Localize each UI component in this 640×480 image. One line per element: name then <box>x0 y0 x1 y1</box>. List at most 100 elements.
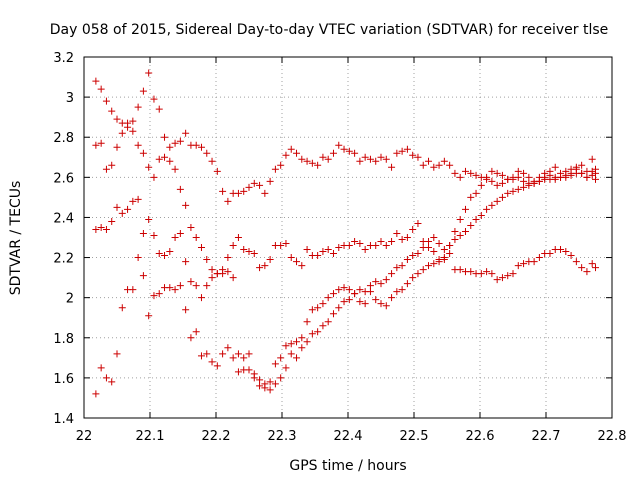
data-point-plus-marker <box>319 153 327 161</box>
data-point-plus-marker <box>287 145 295 153</box>
data-point-plus-marker <box>108 107 116 115</box>
data-point-plus-marker <box>498 171 506 179</box>
data-point-plus-marker <box>372 157 380 165</box>
data-point-plus-marker <box>361 246 369 254</box>
data-point-plus-marker <box>124 119 132 127</box>
data-point-plus-marker <box>219 270 227 278</box>
data-point-plus-marker <box>139 87 147 95</box>
data-point-plus-marker <box>403 280 411 288</box>
x-tick-label: 22.6 <box>466 429 495 444</box>
data-point-plus-marker <box>388 270 396 278</box>
data-point-plus-marker <box>398 147 406 155</box>
data-point-plus-marker <box>409 151 417 159</box>
data-point-plus-marker <box>166 284 174 292</box>
data-point-plus-marker <box>467 169 475 177</box>
data-point-plus-marker <box>430 163 438 171</box>
data-point-plus-marker <box>419 266 427 274</box>
data-point-plus-marker <box>240 187 248 195</box>
data-point-plus-marker <box>425 157 433 165</box>
data-point-plus-marker <box>266 177 274 185</box>
data-point-plus-marker <box>256 376 264 384</box>
data-point-plus-marker <box>176 229 184 237</box>
data-point-plus-marker <box>393 229 401 237</box>
data-point-plus-marker <box>219 350 227 358</box>
data-point-plus-marker <box>493 169 501 177</box>
x-tick-label: 22 <box>76 429 93 444</box>
y-tick-label: 1.4 <box>53 412 74 427</box>
data-point-plus-marker <box>308 159 316 167</box>
y-tick-label: 2.2 <box>53 252 74 267</box>
data-point-plus-marker <box>483 173 491 181</box>
data-point-plus-marker <box>192 282 200 290</box>
data-point-plus-marker <box>388 163 396 171</box>
data-point-plus-marker <box>557 246 565 254</box>
data-point-plus-marker <box>335 304 343 312</box>
data-point-plus-marker <box>319 248 327 256</box>
data-point-plus-marker <box>477 211 485 219</box>
data-point-plus-marker <box>514 167 522 175</box>
data-point-plus-marker <box>435 258 443 266</box>
data-points <box>92 69 599 398</box>
data-point-plus-marker <box>182 201 190 209</box>
data-point-plus-marker <box>145 312 153 320</box>
data-point-plus-marker <box>592 264 599 272</box>
data-point-plus-marker <box>509 175 517 183</box>
data-point-plus-marker <box>314 161 322 169</box>
data-point-plus-marker <box>256 264 264 272</box>
data-point-plus-marker <box>557 173 565 181</box>
data-point-plus-marker <box>488 167 496 175</box>
grid-lines <box>84 57 612 418</box>
data-point-plus-marker <box>456 231 464 239</box>
data-point-plus-marker <box>525 181 533 189</box>
data-point-plus-marker <box>298 334 306 342</box>
data-point-plus-marker <box>319 322 327 330</box>
data-point-plus-marker <box>546 167 554 175</box>
data-point-plus-marker <box>398 262 406 270</box>
data-point-plus-marker <box>520 177 528 185</box>
data-point-plus-marker <box>256 382 264 390</box>
data-point-plus-marker <box>592 165 599 173</box>
data-point-plus-marker <box>203 149 211 157</box>
data-point-plus-marker <box>277 354 285 362</box>
data-point-plus-marker <box>398 286 406 294</box>
data-point-plus-marker <box>229 242 237 250</box>
data-point-plus-marker <box>498 193 506 201</box>
data-point-plus-marker <box>240 354 248 362</box>
data-point-plus-marker <box>324 294 332 302</box>
axis-ticks <box>83 56 613 419</box>
data-point-plus-marker <box>430 260 438 268</box>
tick-labels: 22 22.1 22.2 22.3 22.4 22.5 22.6 22.7 22.81.41.6… <box>53 51 626 444</box>
data-point-plus-marker <box>192 234 200 241</box>
data-point-plus-marker <box>92 141 100 149</box>
data-point-plus-marker <box>261 262 269 270</box>
data-point-plus-marker <box>250 179 258 187</box>
data-point-plus-marker <box>409 225 417 233</box>
data-point-plus-marker <box>446 161 454 169</box>
data-point-plus-marker <box>520 260 528 268</box>
data-point-plus-marker <box>525 173 533 181</box>
data-point-plus-marker <box>567 171 575 179</box>
data-point-plus-marker <box>372 242 380 250</box>
data-point-plus-marker <box>440 246 448 254</box>
data-point-plus-marker <box>472 189 480 197</box>
data-point-plus-marker <box>493 197 501 205</box>
data-point-plus-marker <box>134 103 142 111</box>
data-point-plus-marker <box>197 143 205 151</box>
data-point-plus-marker <box>145 69 153 77</box>
y-tick-label: 3.2 <box>53 51 74 66</box>
data-point-plus-marker <box>155 105 163 113</box>
y-tick-label: 1.8 <box>53 332 74 347</box>
data-point-plus-marker <box>113 115 121 123</box>
y-tick-label: 2 <box>66 292 74 307</box>
data-point-plus-marker <box>250 250 258 258</box>
data-point-plus-marker <box>171 165 179 173</box>
data-point-plus-marker <box>303 246 311 254</box>
data-point-plus-marker <box>150 173 158 181</box>
data-point-plus-marker <box>414 153 422 161</box>
data-point-plus-marker <box>446 250 454 258</box>
data-point-plus-marker <box>361 300 369 308</box>
data-point-plus-marker <box>345 242 353 250</box>
data-point-plus-marker <box>425 262 433 270</box>
data-point-plus-marker <box>467 268 475 276</box>
x-tick-label: 22.7 <box>532 429 561 444</box>
